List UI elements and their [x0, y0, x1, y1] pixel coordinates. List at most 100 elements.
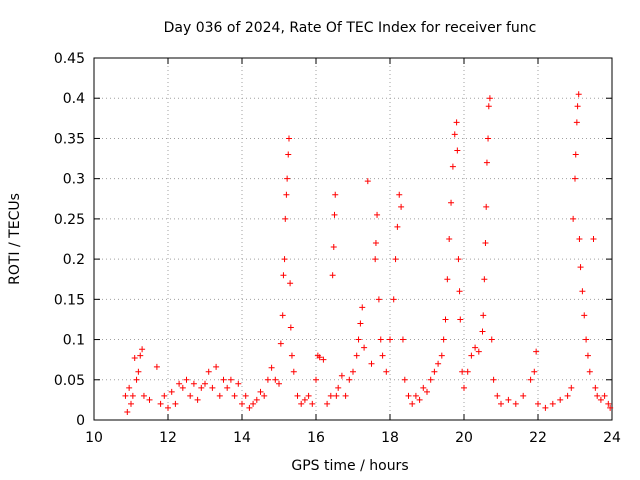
data-point	[338, 372, 345, 379]
data-point	[405, 392, 412, 399]
data-point	[353, 352, 360, 359]
data-point	[231, 392, 238, 399]
data-point	[290, 368, 297, 375]
data-point	[239, 400, 245, 407]
data-point	[309, 400, 316, 407]
data-point	[431, 368, 438, 375]
data-point	[570, 215, 577, 222]
data-point	[531, 368, 538, 375]
data-point	[124, 408, 131, 415]
data-point	[479, 328, 486, 335]
data-point	[283, 191, 290, 198]
data-point	[320, 356, 327, 363]
data-point	[298, 400, 305, 407]
data-point	[179, 384, 186, 391]
data-point	[235, 380, 242, 387]
data-point	[220, 376, 227, 383]
data-point	[480, 312, 487, 319]
data-point	[594, 392, 601, 399]
data-point	[454, 147, 461, 154]
data-point	[209, 384, 216, 391]
data-point	[288, 352, 295, 359]
data-point	[416, 396, 423, 403]
y-tick-label: 0.25	[54, 212, 85, 228]
data-point	[287, 280, 294, 287]
y-axis-label: ROTI / TECUs	[7, 193, 23, 285]
data-point	[280, 272, 287, 279]
y-tick-label: 0.45	[54, 51, 85, 67]
data-point	[157, 400, 164, 407]
data-point	[399, 336, 406, 343]
data-point	[372, 256, 379, 263]
data-point	[379, 352, 386, 359]
data-point	[601, 392, 608, 399]
y-tick-label: 0.4	[63, 91, 85, 107]
data-point	[444, 276, 451, 283]
x-tick-label: 14	[233, 430, 251, 446]
data-point	[579, 288, 586, 295]
data-point	[202, 380, 208, 387]
data-point	[533, 348, 540, 355]
data-point	[213, 363, 220, 370]
data-point	[568, 384, 575, 391]
data-point	[305, 392, 312, 399]
data-point	[285, 135, 292, 142]
x-axis: 10 12 14 16 18 20 22 24	[85, 58, 621, 446]
data-point	[357, 320, 364, 327]
data-point	[316, 354, 323, 361]
data-point	[187, 392, 194, 399]
data-point	[424, 388, 430, 395]
data-point	[335, 384, 342, 391]
data-point	[281, 256, 288, 263]
data-point	[455, 256, 462, 263]
data-point	[284, 175, 291, 182]
data-point	[146, 396, 153, 403]
data-point	[535, 400, 541, 407]
x-tick-label: 22	[529, 430, 547, 446]
y-tick-label: 0.2	[63, 252, 85, 268]
data-point	[133, 376, 140, 383]
data-point	[505, 396, 512, 403]
data-point	[216, 392, 223, 399]
data-point	[246, 404, 253, 411]
data-point	[329, 272, 336, 279]
data-point	[485, 135, 492, 142]
data-point	[277, 340, 284, 347]
data-point	[481, 276, 488, 283]
data-point	[372, 240, 379, 247]
data-point	[494, 392, 501, 399]
data-point	[584, 352, 591, 359]
data-point	[374, 211, 381, 218]
data-point	[549, 400, 556, 407]
data-point	[409, 400, 416, 407]
data-point	[227, 376, 234, 383]
data-point	[590, 236, 597, 242]
data-point	[557, 396, 564, 403]
data-point	[442, 316, 449, 323]
x-tick-label: 12	[159, 430, 177, 446]
data-point	[253, 396, 260, 403]
data-point	[131, 355, 138, 362]
data-point	[313, 376, 319, 383]
data-point	[153, 363, 160, 370]
data-point	[475, 348, 482, 355]
data-point	[446, 236, 453, 242]
data-point	[576, 236, 583, 242]
data-point	[459, 368, 466, 375]
chart-title: Day 036 of 2024, Rate Of TEC Index for r…	[164, 20, 537, 36]
data-point	[383, 368, 390, 375]
x-axis-label: GPS time / hours	[291, 458, 408, 474]
y-tick-label: 0	[76, 413, 85, 429]
data-point	[486, 95, 493, 102]
data-point	[129, 392, 136, 399]
data-point	[198, 384, 205, 391]
data-point	[350, 368, 356, 375]
data-point	[355, 336, 362, 343]
data-point	[377, 336, 384, 343]
data-point	[261, 392, 268, 399]
data-point	[342, 392, 349, 399]
data-point	[168, 388, 175, 395]
data-point	[572, 151, 579, 158]
data-point	[483, 159, 490, 166]
y-tick-label: 0.1	[63, 333, 85, 349]
